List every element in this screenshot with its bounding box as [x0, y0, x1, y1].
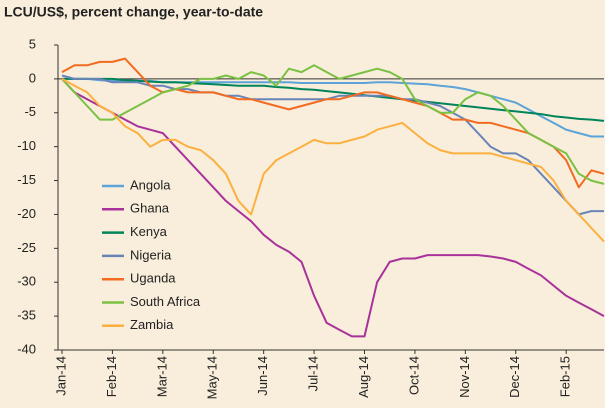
x-tick-label: Oct-14 — [406, 356, 421, 395]
x-tick-label: Jan-14 — [53, 356, 68, 396]
x-tick-label: Dec-14 — [507, 356, 522, 398]
y-tick-label: -25 — [17, 240, 36, 255]
series-line — [62, 77, 605, 122]
legend-label: Ghana — [130, 201, 170, 216]
x-tick-label: Feb-15 — [558, 356, 573, 397]
x-tick-label: Nov-14 — [457, 356, 472, 398]
y-tick-label: -20 — [17, 206, 36, 221]
x-tick-label: Jul-14 — [306, 356, 321, 391]
y-tick-label: -5 — [24, 104, 36, 119]
y-tick-label: 0 — [29, 70, 36, 85]
x-tick-label: Mar-14 — [154, 356, 169, 397]
legend-label: Angola — [130, 177, 171, 192]
series-line — [61, 64, 605, 185]
x-tick-label: May-14 — [205, 356, 220, 399]
y-tick-label: 5 — [29, 36, 36, 51]
x-tick-label: Jun-14 — [255, 356, 270, 396]
series-line — [61, 78, 605, 338]
y-tick-label: -40 — [17, 341, 36, 356]
legend-label: Kenya — [130, 224, 168, 239]
x-tick-label: Aug-14 — [356, 356, 371, 398]
chart-title: LCU/US$, percent change, year-to-date — [4, 4, 263, 20]
y-tick-label: -35 — [17, 308, 36, 323]
y-tick-label: -10 — [17, 138, 36, 153]
series-line — [61, 57, 605, 189]
legend-label: Uganda — [130, 271, 176, 286]
x-tick-label: Feb-14 — [104, 356, 119, 397]
legend-label: Zambia — [130, 317, 174, 332]
y-tick-label: -30 — [17, 274, 36, 289]
legend-label: South Africa — [130, 294, 201, 309]
legend-label: Nigeria — [130, 247, 172, 262]
series-line — [61, 78, 605, 243]
y-tick-label: -15 — [17, 172, 36, 187]
